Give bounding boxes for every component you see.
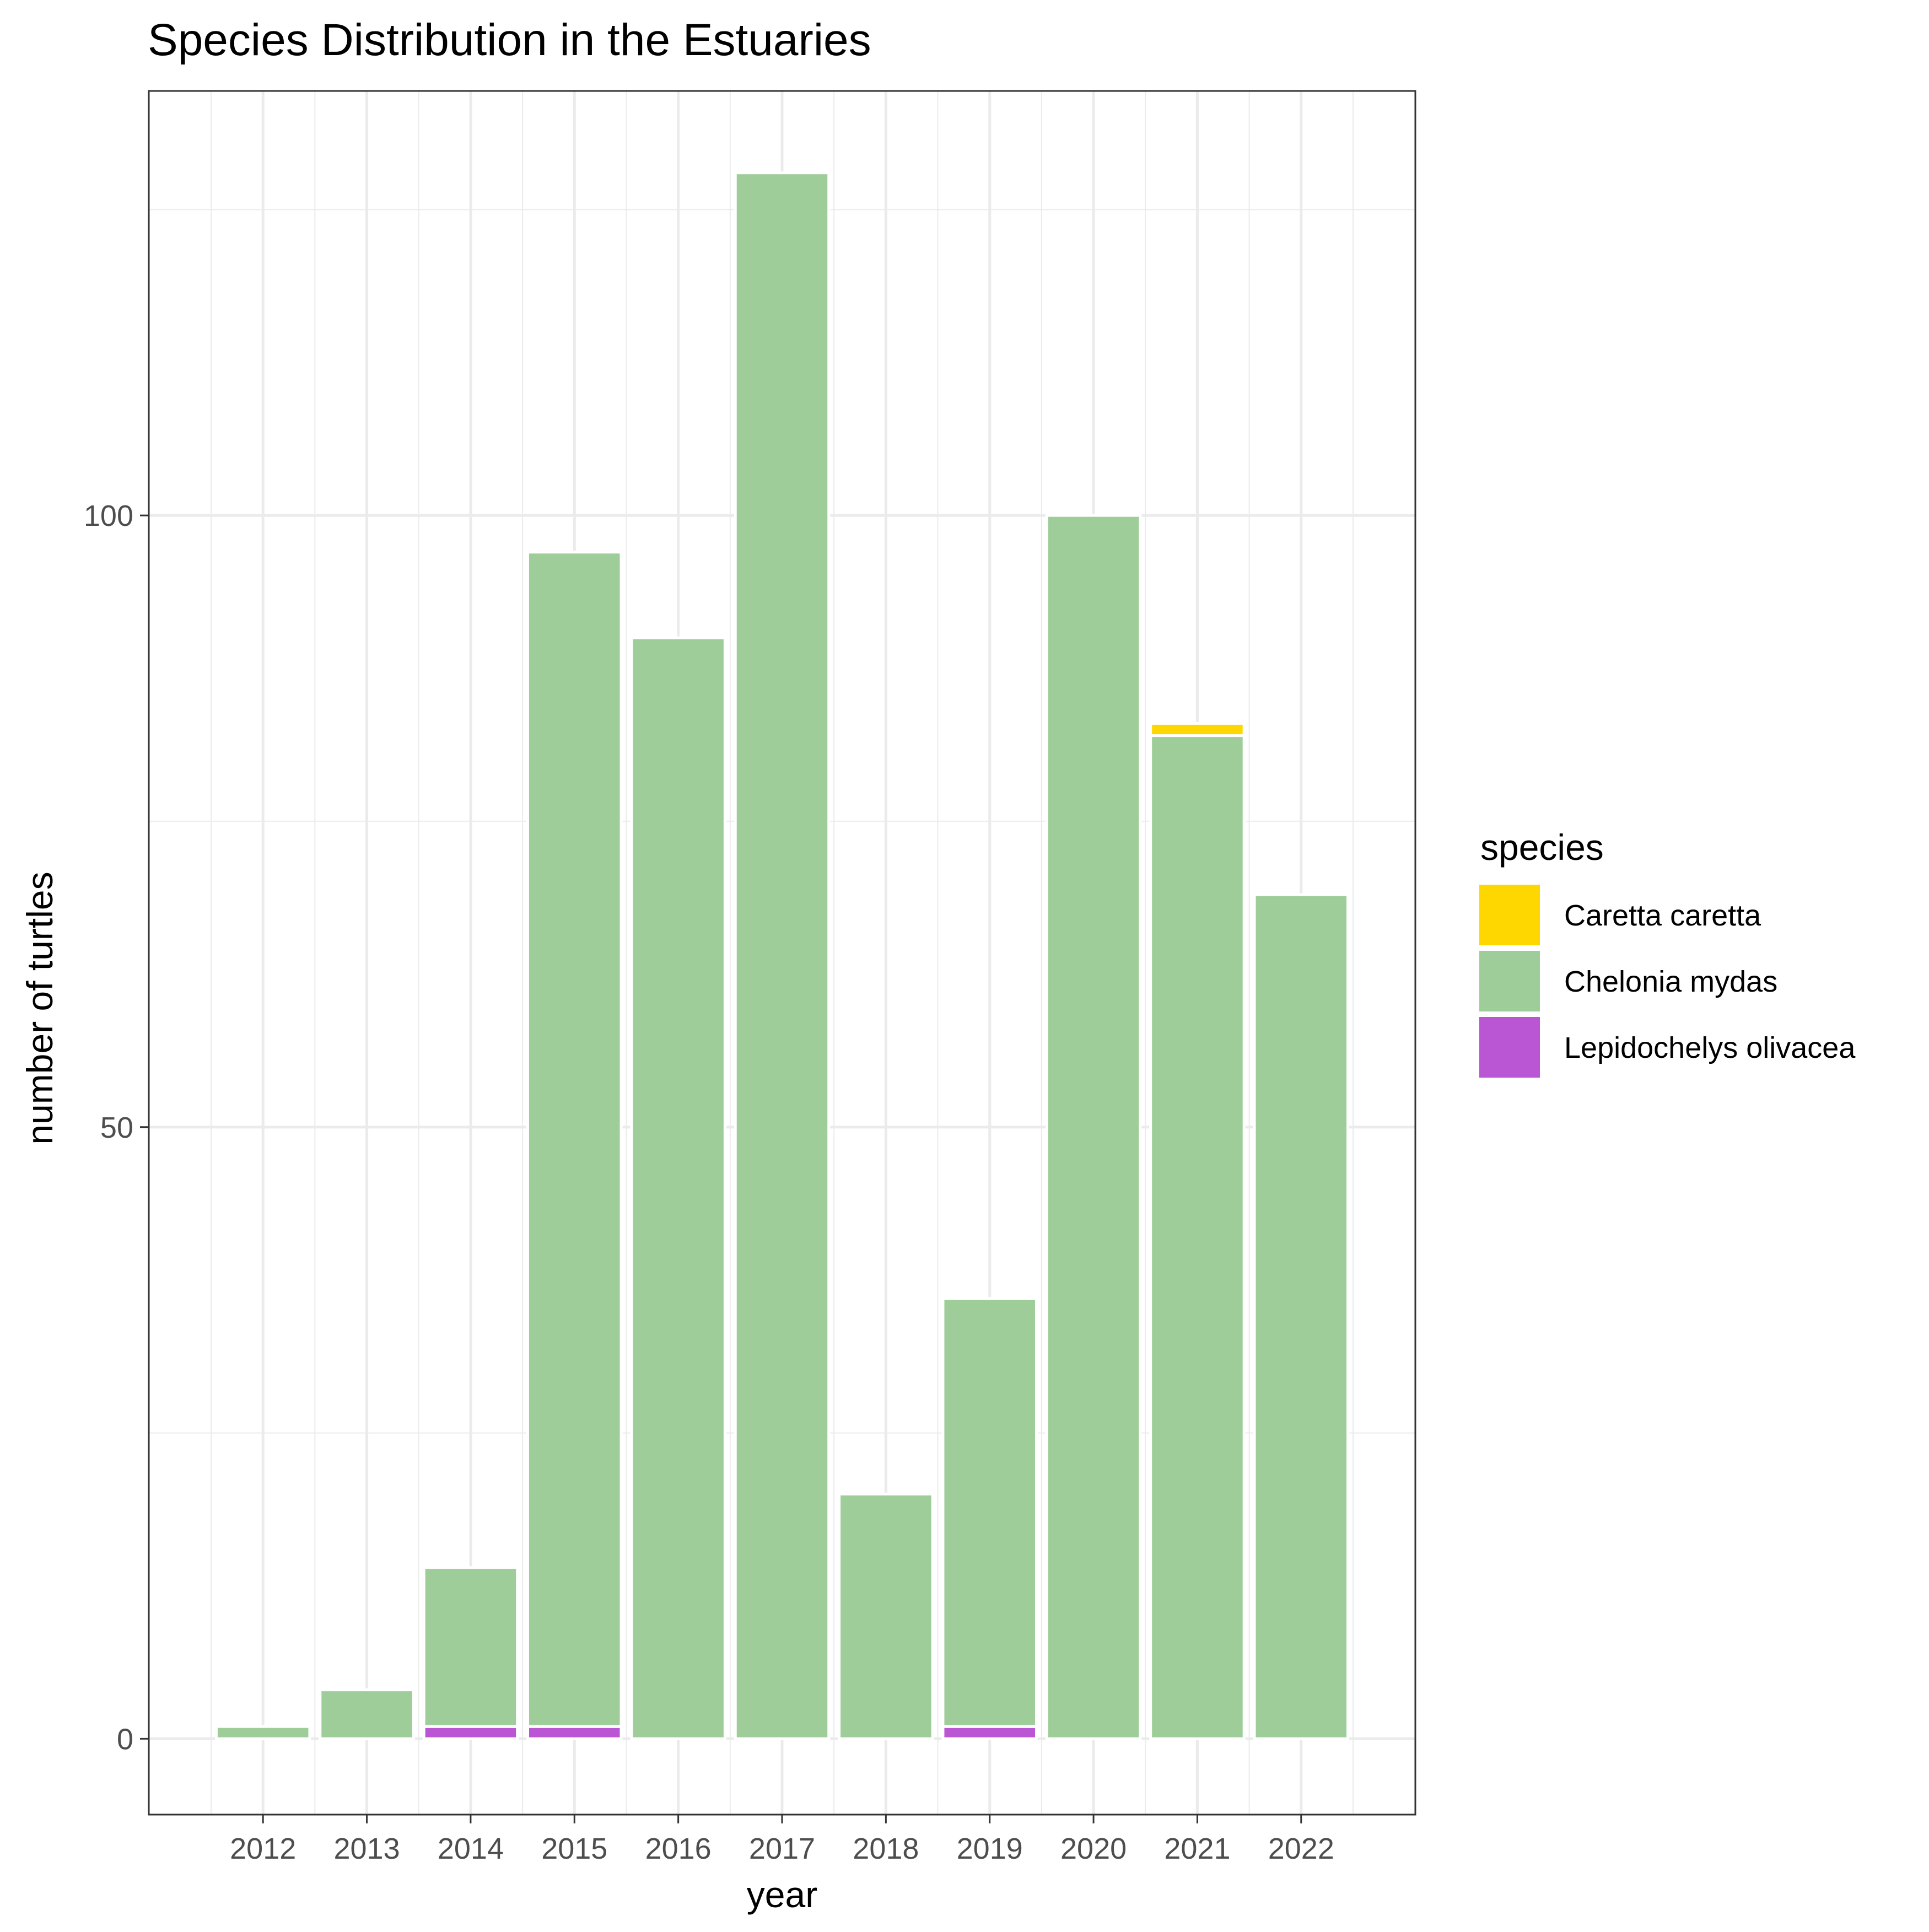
chart-title: Species Distribution in the Estuaries <box>148 15 871 65</box>
bar-lepidochelys-olivacea-2019 <box>941 1725 1038 1740</box>
bar-chelonia-mydas-2014 <box>422 1566 519 1728</box>
legend-label-caretta-caretta: Caretta caretta <box>1564 899 1761 932</box>
axes-layer: 0 50 100 2012 2013 2014 2015 2016 2017 2018 2019 20… <box>84 499 1334 1865</box>
legend: species Caretta caretta Chelonia mydas Lep… <box>1479 827 1856 1078</box>
bar-chelonia-mydas-2021 <box>1149 734 1246 1740</box>
legend-title: species <box>1480 827 1604 868</box>
legend-label-lepidochelys-olivacea: Lepidochelys olivacea <box>1564 1031 1856 1064</box>
y-tick-label: 100 <box>84 499 133 532</box>
x-tick-label: 2012 <box>230 1832 296 1865</box>
bar-chelonia-mydas-2018 <box>838 1493 934 1740</box>
x-axis-title: year <box>747 1874 817 1915</box>
x-tick-label: 2013 <box>333 1832 400 1865</box>
bar-lepidochelys-olivacea-2014 <box>422 1725 519 1740</box>
legend-items: Caretta caretta Chelonia mydas Lepidochely… <box>1479 885 1856 1078</box>
x-tick-label: 2014 <box>438 1832 504 1865</box>
bar-chelonia-mydas-2022 <box>1253 893 1350 1740</box>
bar-chelonia-mydas-2012 <box>214 1725 311 1740</box>
bar-chelonia-mydas-2016 <box>630 636 726 1740</box>
y-axis-title: number of turtles <box>19 871 60 1144</box>
legend-label-chelonia-mydas: Chelonia mydas <box>1564 965 1777 998</box>
x-tick-label: 2019 <box>957 1832 1023 1865</box>
x-tick-label: 2020 <box>1060 1832 1127 1865</box>
legend-key-lepidochelys-olivacea <box>1479 1017 1540 1078</box>
bar-chelonia-mydas-2017 <box>734 171 831 1740</box>
y-tick-label: 50 <box>100 1111 133 1144</box>
legend-key-chelonia-mydas <box>1479 951 1540 1011</box>
bar-chelonia-mydas-2020 <box>1045 514 1142 1740</box>
x-tick-label: 2021 <box>1164 1832 1230 1865</box>
legend-key-caretta-caretta <box>1479 885 1540 945</box>
x-tick-label: 2018 <box>853 1832 919 1865</box>
bar-chelonia-mydas-2013 <box>319 1688 415 1740</box>
x-tick-label: 2017 <box>749 1832 815 1865</box>
y-tick-label: 0 <box>117 1723 133 1756</box>
x-tick-label: 2016 <box>645 1832 712 1865</box>
x-tick-label: 2022 <box>1268 1832 1334 1865</box>
bar-chelonia-mydas-2019 <box>941 1296 1038 1728</box>
bar-caretta-caretta-2021 <box>1149 722 1246 738</box>
bar-chelonia-mydas-2015 <box>526 551 623 1728</box>
bars-layer <box>214 171 1350 1740</box>
x-tick-label: 2015 <box>541 1832 607 1865</box>
bar-lepidochelys-olivacea-2015 <box>526 1725 623 1740</box>
